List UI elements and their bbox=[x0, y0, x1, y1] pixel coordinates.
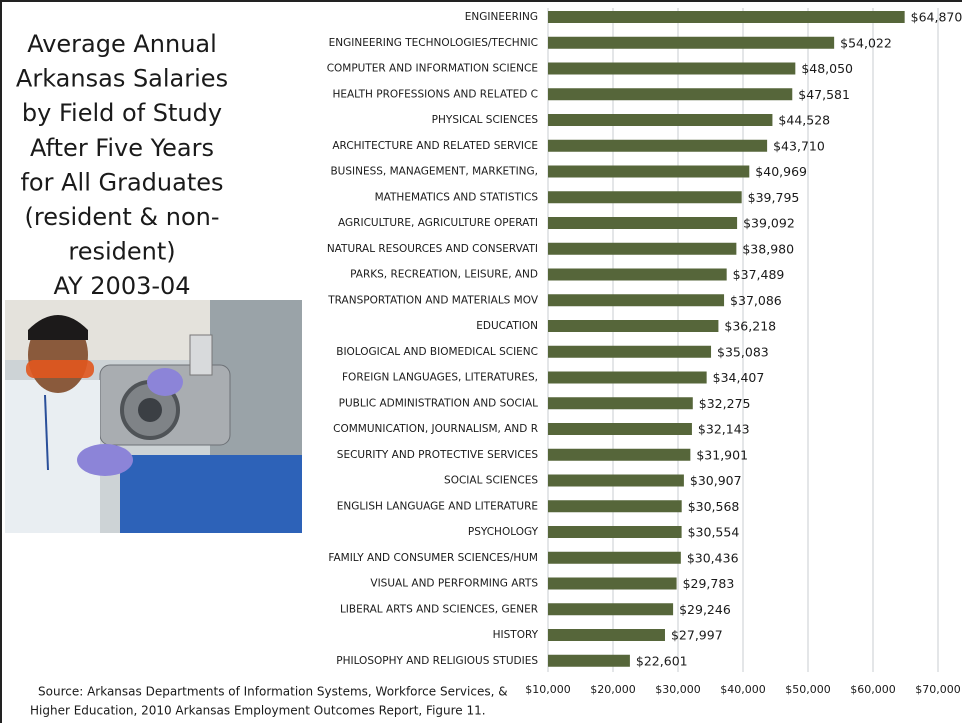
value-label: $35,083 bbox=[717, 344, 769, 359]
category-label: COMMUNICATION, JOURNALISM, AND R bbox=[333, 423, 538, 435]
value-label: $37,489 bbox=[733, 267, 785, 282]
category-label: EDUCATION bbox=[476, 320, 538, 332]
bar bbox=[548, 320, 719, 332]
value-label: $30,554 bbox=[688, 525, 740, 540]
bar bbox=[548, 242, 737, 255]
value-label: $34,407 bbox=[713, 370, 765, 385]
title-line: (resident & non- bbox=[25, 203, 220, 231]
value-label: $32,275 bbox=[699, 396, 751, 411]
category-label: ENGINEERING bbox=[465, 11, 538, 23]
category-label: TRANSPORTATION AND MATERIALS MOV bbox=[327, 294, 539, 306]
category-label: HISTORY bbox=[493, 629, 539, 641]
bar bbox=[548, 36, 835, 49]
x-tick-label: $60,000 bbox=[850, 683, 896, 696]
x-tick-label: $20,000 bbox=[590, 683, 636, 696]
bar bbox=[548, 217, 738, 229]
category-label: PARKS, RECREATION, LEISURE, AND bbox=[350, 269, 538, 281]
x-tick-label: $10,000 bbox=[525, 683, 571, 696]
bar bbox=[548, 423, 692, 435]
bar bbox=[548, 88, 793, 101]
category-label: PSYCHOLOGY bbox=[468, 526, 539, 538]
value-label: $38,980 bbox=[742, 241, 794, 256]
bar bbox=[548, 526, 682, 538]
category-label: ARCHITECTURE AND RELATED SERVICE bbox=[332, 140, 538, 152]
category-label: FAMILY AND CONSUMER SCIENCES/HUM bbox=[328, 552, 538, 564]
category-label: PHILOSOPHY AND RELIGIOUS STUDIES bbox=[336, 655, 538, 667]
title-line: After Five Years bbox=[30, 134, 214, 162]
bar bbox=[548, 191, 742, 204]
value-label: $47,581 bbox=[798, 87, 850, 102]
category-label: SOCIAL SCIENCES bbox=[444, 475, 538, 487]
value-label: $31,901 bbox=[696, 447, 748, 462]
photo bbox=[5, 300, 302, 533]
source-note: Higher Education, 2010 Arkansas Employme… bbox=[30, 704, 486, 718]
value-label: $30,568 bbox=[688, 499, 740, 514]
bar bbox=[548, 11, 905, 23]
category-label: ENGLISH LANGUAGE AND LITERATURE bbox=[337, 500, 538, 512]
bar bbox=[548, 371, 707, 384]
title-line: resident) bbox=[68, 238, 175, 266]
title-line: by Field of Study bbox=[22, 99, 222, 127]
bar bbox=[548, 165, 750, 178]
category-label: HEALTH PROFESSIONS AND RELATED C bbox=[332, 88, 538, 100]
bar bbox=[548, 474, 684, 487]
value-label: $30,436 bbox=[687, 550, 739, 565]
value-label: $39,795 bbox=[748, 190, 800, 205]
category-label: MATHEMATICS AND STATISTICS bbox=[375, 191, 539, 203]
value-label: $30,907 bbox=[690, 473, 742, 488]
bar bbox=[548, 500, 682, 513]
value-label: $43,710 bbox=[773, 138, 825, 153]
category-label: LIBERAL ARTS AND SCIENCES, GENER bbox=[340, 603, 538, 615]
value-label: $44,528 bbox=[778, 113, 830, 128]
category-label: NATURAL RESOURCES AND CONSERVATI bbox=[327, 243, 538, 255]
value-label: $54,022 bbox=[840, 35, 892, 50]
category-label: BIOLOGICAL AND BIOMEDICAL SCIENC bbox=[336, 346, 538, 358]
bar bbox=[548, 139, 768, 152]
category-label: SECURITY AND PROTECTIVE SERVICES bbox=[337, 449, 539, 461]
x-tick-label: $30,000 bbox=[655, 683, 701, 696]
category-label: BUSINESS, MANAGEMENT, MARKETING, bbox=[330, 166, 538, 178]
value-label: $29,783 bbox=[683, 576, 735, 591]
value-label: $32,143 bbox=[698, 422, 750, 437]
category-label: VISUAL AND PERFORMING ARTS bbox=[370, 578, 538, 590]
value-label: $39,092 bbox=[743, 216, 795, 231]
title-line: Average Annual bbox=[27, 30, 217, 58]
bar bbox=[548, 62, 796, 75]
value-label: $64,870 bbox=[911, 10, 962, 25]
category-label: PHYSICAL SCIENCES bbox=[432, 114, 539, 126]
bar bbox=[548, 629, 665, 641]
bar bbox=[548, 577, 677, 590]
value-label: $48,050 bbox=[801, 61, 853, 76]
category-label: FOREIGN LANGUAGES, LITERATURES, bbox=[342, 372, 538, 384]
category-label: ENGINEERING TECHNOLOGIES/TECHNIC bbox=[329, 37, 538, 49]
x-tick-label: $50,000 bbox=[785, 683, 831, 696]
bar bbox=[548, 551, 681, 564]
bar bbox=[548, 603, 674, 616]
bar bbox=[548, 397, 693, 410]
bar bbox=[548, 294, 725, 307]
source-note: Source: Arkansas Departments of Informat… bbox=[38, 685, 508, 699]
value-label: $37,086 bbox=[730, 293, 782, 308]
x-tick-label: $40,000 bbox=[720, 683, 766, 696]
value-label: $27,997 bbox=[671, 628, 723, 643]
value-label: $22,601 bbox=[636, 653, 688, 668]
title-line: Arkansas Salaries bbox=[16, 65, 228, 93]
category-label: PUBLIC ADMINISTRATION AND SOCIAL bbox=[339, 397, 538, 409]
bar bbox=[548, 114, 773, 126]
category-label: COMPUTER AND INFORMATION SCIENCE bbox=[327, 63, 538, 75]
value-label: $29,246 bbox=[679, 602, 731, 617]
title-line: AY 2003-04 bbox=[53, 272, 190, 300]
value-label: $40,969 bbox=[755, 164, 807, 179]
bar bbox=[548, 345, 712, 358]
category-label: AGRICULTURE, AGRICULTURE OPERATI bbox=[338, 217, 538, 229]
bar bbox=[548, 268, 727, 281]
title-line: for All Graduates bbox=[20, 168, 223, 196]
bar bbox=[548, 448, 691, 461]
bar bbox=[548, 654, 630, 667]
x-tick-label: $70,000 bbox=[915, 683, 961, 696]
value-label: $36,218 bbox=[724, 319, 776, 334]
